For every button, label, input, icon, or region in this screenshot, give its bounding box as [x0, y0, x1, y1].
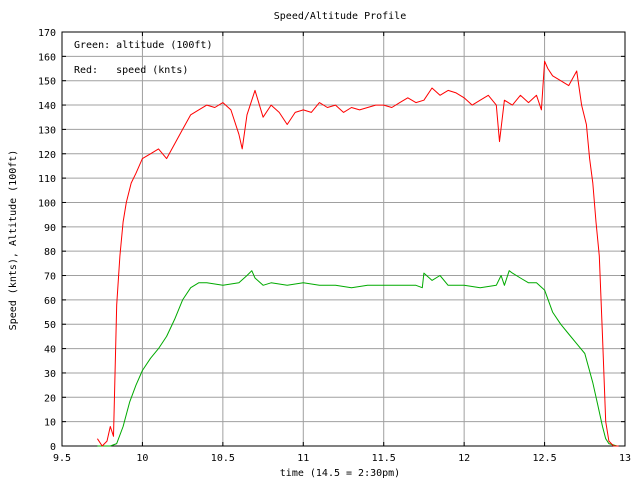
- grid-lines: [62, 32, 625, 446]
- x-tick-label: 11: [297, 453, 309, 464]
- y-tick-label: 0: [50, 442, 56, 453]
- y-tick-label: 110: [38, 174, 56, 185]
- y-tick-label: 30: [44, 369, 56, 380]
- y-tick-label: 150: [38, 77, 56, 88]
- x-tick-label: 12.5: [533, 453, 557, 464]
- x-tick-label: 10.5: [211, 453, 235, 464]
- y-tick-label: 170: [38, 28, 56, 39]
- axis-ticks: 0 10 20 30 40 50 60 70 80 90 100 110 120 130 140 150 160…: [38, 28, 631, 464]
- y-tick-label: 100: [38, 198, 56, 209]
- x-tick-label: 10: [136, 453, 148, 464]
- x-tick-label: 9.5: [53, 453, 71, 464]
- y-tick-label: 160: [38, 52, 56, 63]
- legend: Green: altitude (100ft) Red: speed (knts…: [74, 40, 212, 76]
- y-tick-label: 20: [44, 393, 56, 404]
- x-axis-label: time (14.5 = 2:30pm): [280, 468, 400, 479]
- y-tick-label: 40: [44, 345, 56, 356]
- y-tick-label: 80: [44, 247, 56, 258]
- y-axis-label: Speed (knts), Altitude (100ft): [8, 150, 19, 331]
- x-tick-label: 11.5: [372, 453, 396, 464]
- chart-title: Speed/Altitude Profile: [274, 11, 406, 22]
- y-tick-label: 120: [38, 150, 56, 161]
- y-tick-label: 60: [44, 296, 56, 307]
- y-tick-label: 90: [44, 223, 56, 234]
- y-tick-label: 70: [44, 272, 56, 283]
- y-tick-label: 10: [44, 418, 56, 429]
- y-tick-label: 50: [44, 320, 56, 331]
- legend-entry-altitude: Green: altitude (100ft): [74, 40, 212, 51]
- x-tick-label: 13: [619, 453, 631, 464]
- speed-series-line: [96, 60, 619, 447]
- series-lines: [96, 60, 619, 447]
- y-tick-label: 130: [38, 125, 56, 136]
- x-tick-label: 12: [458, 453, 470, 464]
- y-tick-label: 140: [38, 101, 56, 112]
- plot-area: [61, 31, 626, 447]
- altitude-series-line: [97, 270, 618, 447]
- legend-entry-speed: Red: speed (knts): [74, 65, 188, 76]
